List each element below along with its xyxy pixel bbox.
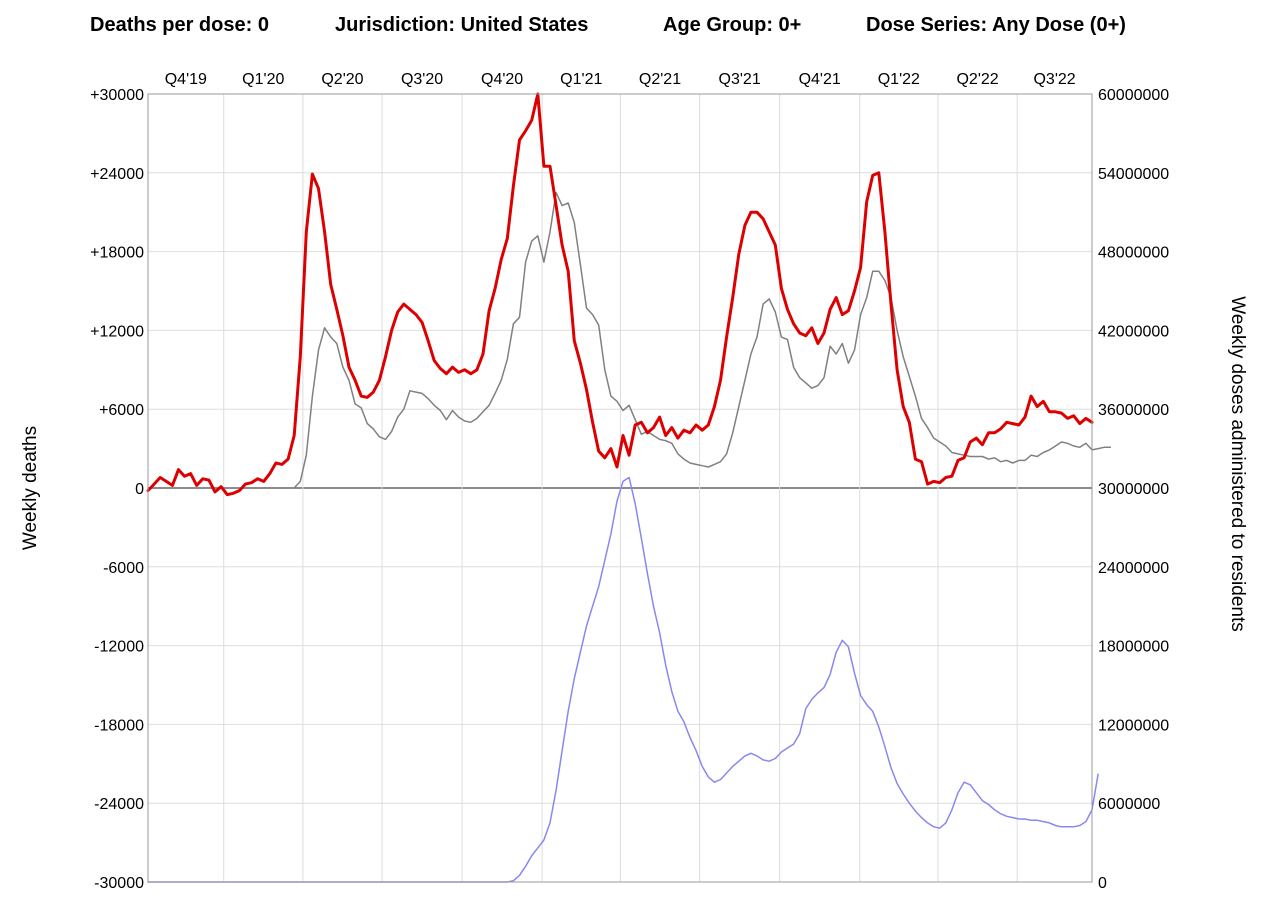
y-tick-label-right: 48000000 [1098, 245, 1169, 262]
y-tick-label-right: 24000000 [1098, 560, 1169, 577]
y-tick-label-right: 36000000 [1098, 402, 1169, 419]
y-tick-label-left: +18000 [90, 245, 144, 262]
y-tick-label-left: +30000 [90, 87, 144, 104]
quarter-label: Q3'22 [1033, 71, 1075, 88]
quarter-label: Q4'21 [799, 71, 841, 88]
quarter-label: Q2'21 [639, 71, 681, 88]
quarter-label: Q1'22 [878, 71, 920, 88]
quarter-labels: Q4'19 Q1'20 Q2'20 Q3'20 Q4'20 Q1'21 Q2'21 Q3'21… [165, 71, 1076, 88]
plot-frame [147, 93, 1093, 883]
quarter-label: Q2'22 [956, 71, 998, 88]
quarter-label: Q1'21 [560, 71, 602, 88]
header-age-group: Age Group: 0+ [663, 14, 801, 36]
y-tick-label-left: -24000 [94, 796, 144, 813]
y-tick-label-right: 30000000 [1098, 481, 1169, 498]
y-tick-label-left: +12000 [90, 323, 144, 340]
chart-header: Deaths per dose: 0 Jurisdiction: United … [90, 14, 1126, 36]
y-tick-label-left: -18000 [94, 717, 144, 734]
y-tick-label-left: +24000 [90, 166, 144, 183]
y-tick-label-right: 18000000 [1098, 639, 1169, 656]
y-tick-label-left: -12000 [94, 639, 144, 656]
quarter-label: Q1'20 [242, 71, 284, 88]
y-tick-label-left: -6000 [103, 560, 144, 577]
quarter-label: Q3'20 [401, 71, 443, 88]
y-tick-label-left: +6000 [99, 402, 144, 419]
header-dose-series: Dose Series: Any Dose (0+) [866, 14, 1126, 36]
y-tick-label-left: 0 [135, 481, 144, 498]
y-tick-label-left: -30000 [94, 875, 144, 892]
y-axis-label-left: Weekly deaths [20, 426, 41, 550]
y-axis-label-right: Weekly doses administered to residents [1227, 296, 1248, 631]
header-deaths-per-dose: Deaths per dose: 0 [90, 14, 269, 36]
quarter-label: Q4'20 [481, 71, 523, 88]
y-tick-label-right: 12000000 [1098, 717, 1169, 734]
series-line-gray [147, 191, 1112, 489]
y-tick-label-right: 0 [1098, 875, 1107, 892]
left-axis-ticks: +30000 +24000 +18000 +12000 +6000 0 -6000 -1200… [90, 87, 144, 892]
y-tick-label-right: 6000000 [1098, 796, 1160, 813]
y-tick-label-right: 54000000 [1098, 166, 1169, 183]
series-line-red [146, 92, 1094, 497]
quarter-label: Q3'21 [719, 71, 761, 88]
right-axis-ticks: 6000000054000000480000004200000036000000… [1098, 87, 1169, 892]
y-tick-label-right: 42000000 [1098, 323, 1169, 340]
series-line-doses [147, 476, 1099, 883]
y-tick-label-right: 60000000 [1098, 87, 1169, 104]
quarter-label: Q4'19 [165, 71, 207, 88]
header-jurisdiction: Jurisdiction: United States [335, 14, 588, 36]
quarter-label: Q2'20 [321, 71, 363, 88]
